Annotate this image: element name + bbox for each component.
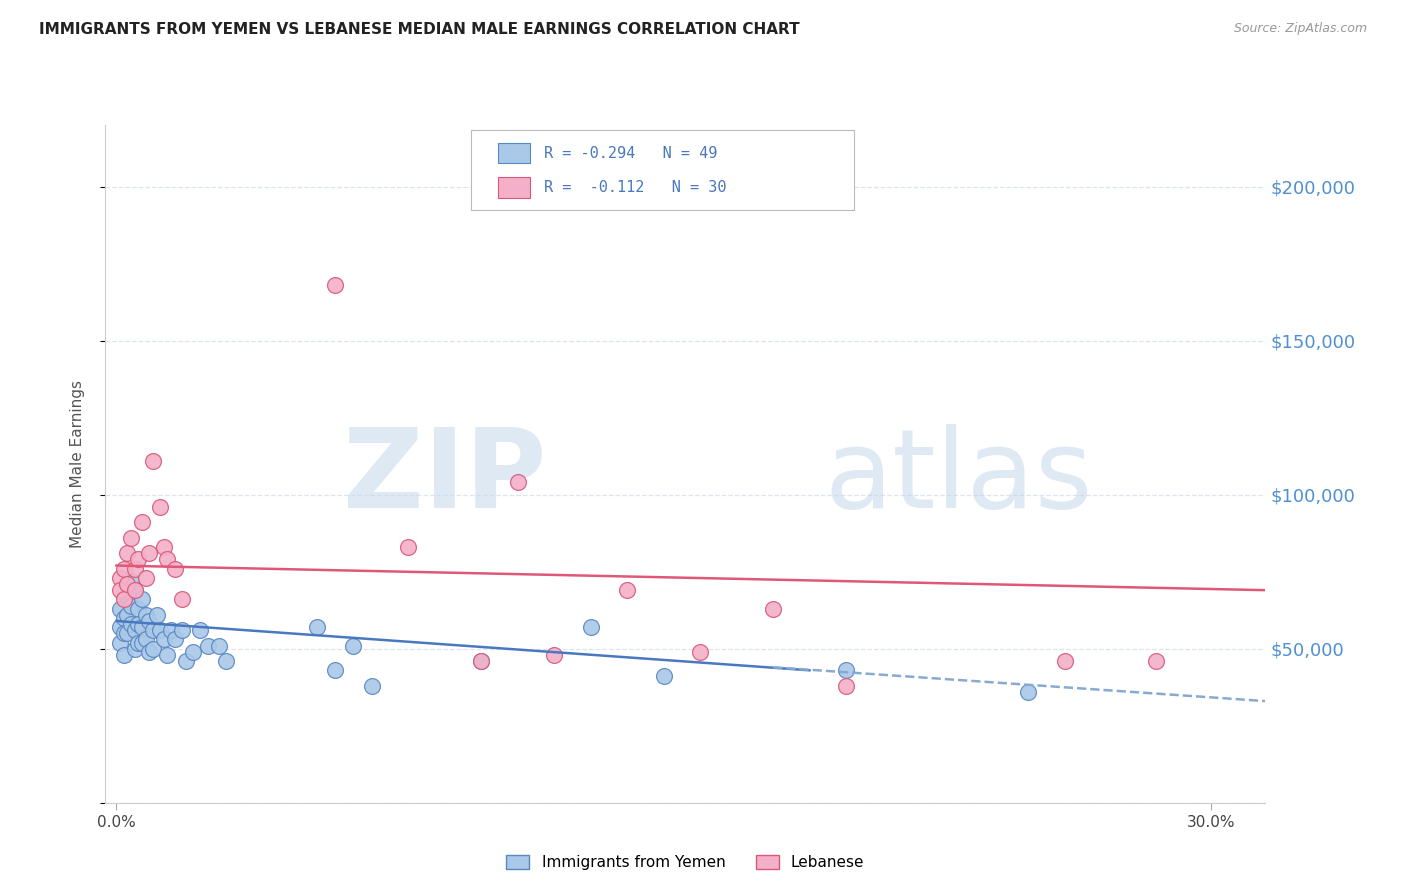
Point xyxy=(323,663,346,677)
Point xyxy=(108,571,131,585)
Point xyxy=(149,500,172,514)
Point xyxy=(135,632,157,647)
Point xyxy=(1053,654,1076,668)
Point xyxy=(835,679,858,693)
Point xyxy=(131,620,153,634)
Point xyxy=(127,635,149,649)
Point xyxy=(142,624,165,638)
Point xyxy=(124,583,146,598)
Point xyxy=(135,607,157,622)
Point xyxy=(197,639,219,653)
Point xyxy=(181,645,204,659)
Text: atlas: atlas xyxy=(824,424,1092,531)
Point xyxy=(396,540,419,554)
Point xyxy=(360,679,382,693)
Point xyxy=(170,592,193,607)
Point xyxy=(163,632,186,647)
Point xyxy=(120,574,142,588)
Text: R =  -0.112   N = 30: R = -0.112 N = 30 xyxy=(544,180,727,195)
Point xyxy=(305,620,328,634)
Point xyxy=(156,648,179,662)
Point xyxy=(117,577,139,591)
FancyBboxPatch shape xyxy=(498,178,530,198)
Point xyxy=(131,516,153,530)
Point xyxy=(124,561,146,575)
Point xyxy=(120,599,142,613)
Point xyxy=(124,583,146,598)
Text: IMMIGRANTS FROM YEMEN VS LEBANESE MEDIAN MALE EARNINGS CORRELATION CHART: IMMIGRANTS FROM YEMEN VS LEBANESE MEDIAN… xyxy=(39,22,800,37)
Legend: Immigrants from Yemen, Lebanese: Immigrants from Yemen, Lebanese xyxy=(501,849,870,877)
Y-axis label: Median Male Earnings: Median Male Earnings xyxy=(70,380,84,548)
Point xyxy=(207,639,229,653)
Point xyxy=(145,607,167,622)
Point xyxy=(170,624,193,638)
Point xyxy=(112,611,135,625)
FancyBboxPatch shape xyxy=(498,143,530,163)
Point xyxy=(149,624,172,638)
Text: ZIP: ZIP xyxy=(343,424,546,531)
Point xyxy=(835,663,858,677)
Point xyxy=(1144,654,1167,668)
Point xyxy=(342,639,364,653)
Point xyxy=(470,654,492,668)
Point xyxy=(174,654,197,668)
Point xyxy=(579,620,602,634)
Point xyxy=(138,645,160,659)
Point xyxy=(323,278,346,293)
Point xyxy=(131,635,153,649)
Point xyxy=(108,635,131,649)
Text: Source: ZipAtlas.com: Source: ZipAtlas.com xyxy=(1233,22,1367,36)
Point xyxy=(215,654,238,668)
Point xyxy=(616,583,638,598)
Point xyxy=(124,624,146,638)
Point xyxy=(135,571,157,585)
Point xyxy=(762,601,785,615)
Point xyxy=(160,624,183,638)
Point xyxy=(127,601,149,615)
Point xyxy=(156,552,179,566)
Point xyxy=(652,669,675,683)
Point xyxy=(117,607,139,622)
Point xyxy=(127,617,149,632)
Point xyxy=(138,614,160,628)
Point xyxy=(153,540,176,554)
Point xyxy=(120,617,142,632)
Point xyxy=(124,641,146,656)
Point xyxy=(108,583,131,598)
Point xyxy=(689,645,711,659)
Point xyxy=(117,626,139,640)
Text: R = -0.294   N = 49: R = -0.294 N = 49 xyxy=(544,145,717,161)
Point xyxy=(142,454,165,468)
Point xyxy=(470,654,492,668)
Point xyxy=(112,648,135,662)
Point xyxy=(131,592,153,607)
Point xyxy=(142,641,165,656)
FancyBboxPatch shape xyxy=(471,129,853,210)
Point xyxy=(153,632,176,647)
Point xyxy=(163,561,186,575)
Point xyxy=(1017,685,1039,699)
Point xyxy=(120,531,142,545)
Point xyxy=(112,561,135,575)
Point xyxy=(138,546,160,560)
Point xyxy=(117,546,139,560)
Point xyxy=(127,552,149,566)
Point xyxy=(506,475,529,490)
Point xyxy=(112,592,135,607)
Point xyxy=(117,590,139,604)
Point xyxy=(543,648,565,662)
Point xyxy=(108,601,131,615)
Point xyxy=(108,620,131,634)
Point xyxy=(188,624,211,638)
Point xyxy=(112,626,135,640)
